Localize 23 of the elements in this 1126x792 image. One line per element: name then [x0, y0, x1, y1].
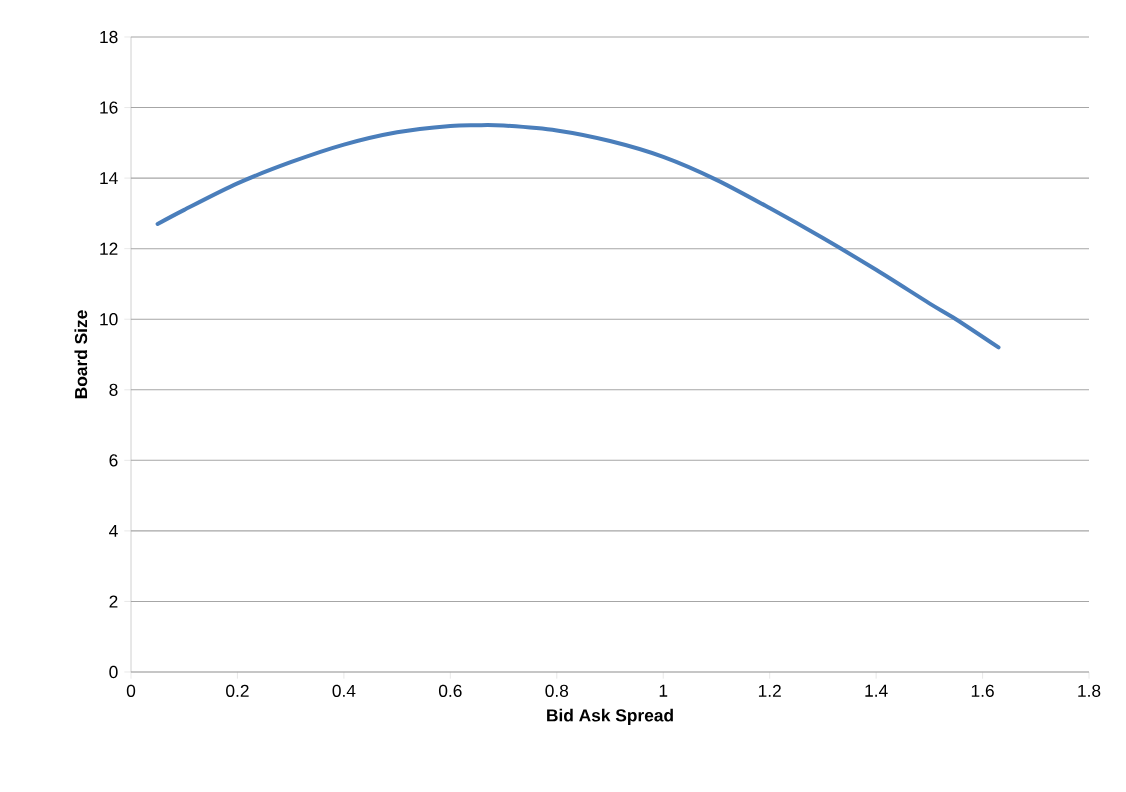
y-tick-label: 14 [100, 172, 118, 185]
y-tick-label: 4 [109, 524, 118, 537]
x-tick-label: 1 [659, 684, 668, 697]
x-tick-label: 1.6 [971, 684, 994, 697]
x-tick-label: 0.4 [332, 684, 356, 697]
x-tick-label: 0 [126, 684, 136, 697]
x-tick-label: 1.4 [865, 684, 888, 697]
y-tick-label: 10 [100, 313, 118, 326]
y-tick-label: 6 [109, 454, 118, 467]
y-tick-label: 12 [100, 242, 118, 255]
y-tick-label: 18 [100, 30, 118, 44]
line-series [155, 123, 1001, 350]
y-tick-label: 8 [109, 383, 118, 396]
y-axis-title: Board Size [74, 310, 88, 399]
x-axis-title: Bid Ask Spread [547, 708, 673, 725]
x-tick-label: 0.6 [438, 684, 462, 697]
y-tick-label: 2 [109, 595, 118, 608]
y-tick-label: 0 [109, 665, 118, 679]
x-tick-label: 1.2 [758, 684, 781, 697]
x-tick-label: 0.2 [226, 684, 249, 697]
y-tick-label: 16 [100, 101, 118, 114]
x-tick-label: 0.8 [545, 684, 569, 697]
x-tick-label: 1.8 [1078, 684, 1101, 697]
